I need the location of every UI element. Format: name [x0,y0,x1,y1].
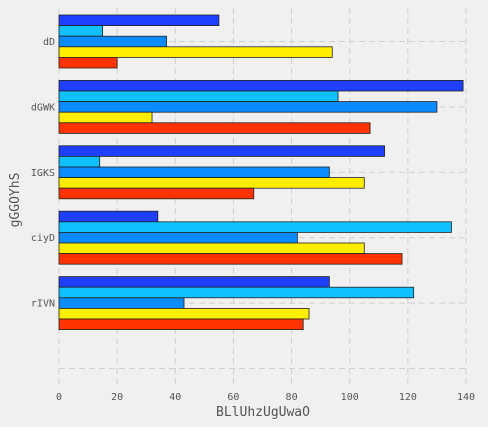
bar [58,242,365,255]
bar [58,111,153,124]
bar [58,25,104,37]
x-tick-label: 60 [227,392,239,403]
bar [58,286,415,299]
x-tick-label: 20 [111,392,123,403]
bar [58,177,365,189]
bar [58,101,438,113]
x-tick-label: 140 [457,392,475,403]
bar [58,253,403,265]
bar [58,276,330,288]
bar [58,14,220,27]
bar [58,307,310,320]
y-tick-label: IGKS [31,168,55,179]
x-tick-labels: 0 20 40 60 80 100 120 140 [56,392,475,403]
bars [58,14,464,331]
bar [58,46,333,58]
x-tick-label: 0 [56,392,62,403]
y-axis-title: gGGOYhS [8,173,23,228]
bar [58,231,298,244]
x-tick-label: 80 [286,392,298,403]
y-tick-label: dD [43,37,55,48]
bar [58,166,330,179]
bar [58,297,185,309]
bar [58,57,118,69]
bar [58,210,159,223]
bar [58,90,339,103]
y-tick-label: ciyD [31,233,55,244]
bar [58,35,167,48]
bar [58,145,386,157]
y-tick-label: dGWK [31,102,55,113]
y-tick-labels: dD dGWK IGKS ciyD rIVN [31,37,55,310]
y-tick-label: rIVN [31,299,55,310]
x-tick-label: 120 [399,392,417,403]
bar [58,122,371,134]
bar [58,318,304,331]
bar [58,80,464,92]
x-tick-label: 40 [169,392,181,403]
bar [58,221,452,233]
x-tick-label: 100 [341,392,359,403]
bar [58,187,255,200]
bar [58,155,101,168]
x-axis-title: BLlUhzUgUwaO [216,405,310,420]
